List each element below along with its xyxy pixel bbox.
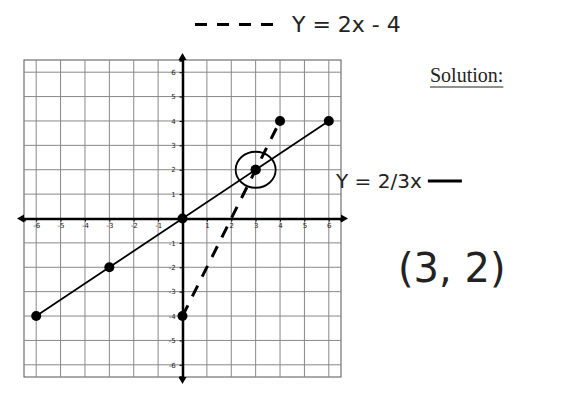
tick-label: 4 [278, 222, 283, 230]
grid [24, 60, 341, 377]
tick: -5 [169, 337, 183, 345]
tick-label: -1 [155, 222, 162, 230]
tick-mark [180, 243, 183, 244]
tick-mark [180, 170, 183, 171]
tick-label: 4 [171, 118, 176, 126]
tick: 2 [230, 219, 234, 231]
point [251, 165, 261, 175]
tick-label: -5 [58, 222, 65, 230]
tick-label: -6 [33, 222, 41, 230]
tick: 4 [171, 118, 182, 126]
point [178, 214, 188, 224]
point [178, 311, 188, 321]
tick: 1 [171, 191, 182, 199]
tick: -2 [169, 264, 183, 272]
tick-label: 3 [171, 142, 175, 150]
line-sample [428, 180, 462, 183]
tick: -1 [169, 240, 183, 248]
tick: 5 [171, 93, 182, 101]
tick-label: 1 [205, 222, 209, 230]
chart: -6 -5 -4 -3 -2 -1 1 2 3 4 5 6 -6 -5 -4 -3 -2 -1 1 2 3 4 5 6 Y = … [0, 0, 561, 393]
tick: -1 [155, 219, 162, 231]
tick: -5 [58, 219, 65, 231]
tick-mark [180, 72, 183, 73]
tick: -6 [33, 219, 41, 231]
point [31, 311, 41, 321]
tick-label: 6 [327, 222, 332, 230]
solution-circle [236, 152, 276, 188]
tick: -2 [131, 219, 138, 231]
tick-label: 2 [230, 222, 234, 230]
tick-label: 6 [171, 69, 176, 77]
tick-label: -4 [82, 222, 90, 230]
tick-label: 2 [171, 166, 175, 174]
point [275, 116, 285, 126]
annotation: Solution: [430, 64, 503, 86]
tick-mark [180, 145, 183, 146]
underline [430, 86, 503, 87]
tick: 6 [171, 69, 182, 77]
axis-arrow [17, 215, 24, 223]
series-line [36, 121, 329, 316]
series-line [183, 121, 281, 316]
tick-mark [180, 194, 183, 195]
point [104, 262, 114, 272]
point [324, 116, 334, 126]
point [251, 165, 261, 175]
axis-arrow [179, 377, 187, 384]
tick-mark [180, 97, 183, 98]
tick: -4 [82, 219, 90, 231]
tick-label: -6 [169, 362, 177, 370]
tick: 4 [278, 219, 283, 231]
tick: 2 [171, 166, 182, 174]
annotation: (3, 2) [398, 245, 506, 291]
tick-label: 5 [171, 93, 175, 101]
tick: 3 [254, 219, 258, 231]
line-sample [195, 23, 283, 26]
line-label: Y = 2/3x [335, 169, 422, 193]
tick-label: 3 [254, 222, 258, 230]
line-label: Y = 2x - 4 [291, 12, 401, 37]
tick-mark [180, 340, 183, 341]
axis-arrows [17, 53, 348, 384]
tick-mark [180, 121, 183, 122]
tick: 3 [171, 142, 182, 150]
tick-mark [180, 365, 183, 366]
tick: 5 [303, 219, 307, 231]
tick-label: -1 [169, 240, 176, 248]
axis-arrow [341, 215, 348, 223]
axis-arrow [179, 53, 187, 60]
tick: -6 [169, 362, 183, 370]
tick-mark [180, 267, 183, 268]
tick-label: -5 [169, 337, 176, 345]
tick-label: 5 [303, 222, 307, 230]
tick: -3 [106, 219, 113, 231]
tick-label: -2 [131, 222, 138, 230]
tick-label: -3 [169, 288, 176, 296]
tick: 6 [327, 219, 332, 231]
tick: 1 [205, 219, 209, 231]
tick-label: -4 [169, 313, 177, 321]
tick: -3 [169, 288, 183, 296]
tick-mark [180, 292, 183, 293]
plot-area [31, 116, 334, 321]
tick-label: -3 [106, 222, 113, 230]
tick-label: -2 [169, 264, 176, 272]
tick-label: 1 [171, 191, 175, 199]
plot-frame [24, 60, 341, 377]
